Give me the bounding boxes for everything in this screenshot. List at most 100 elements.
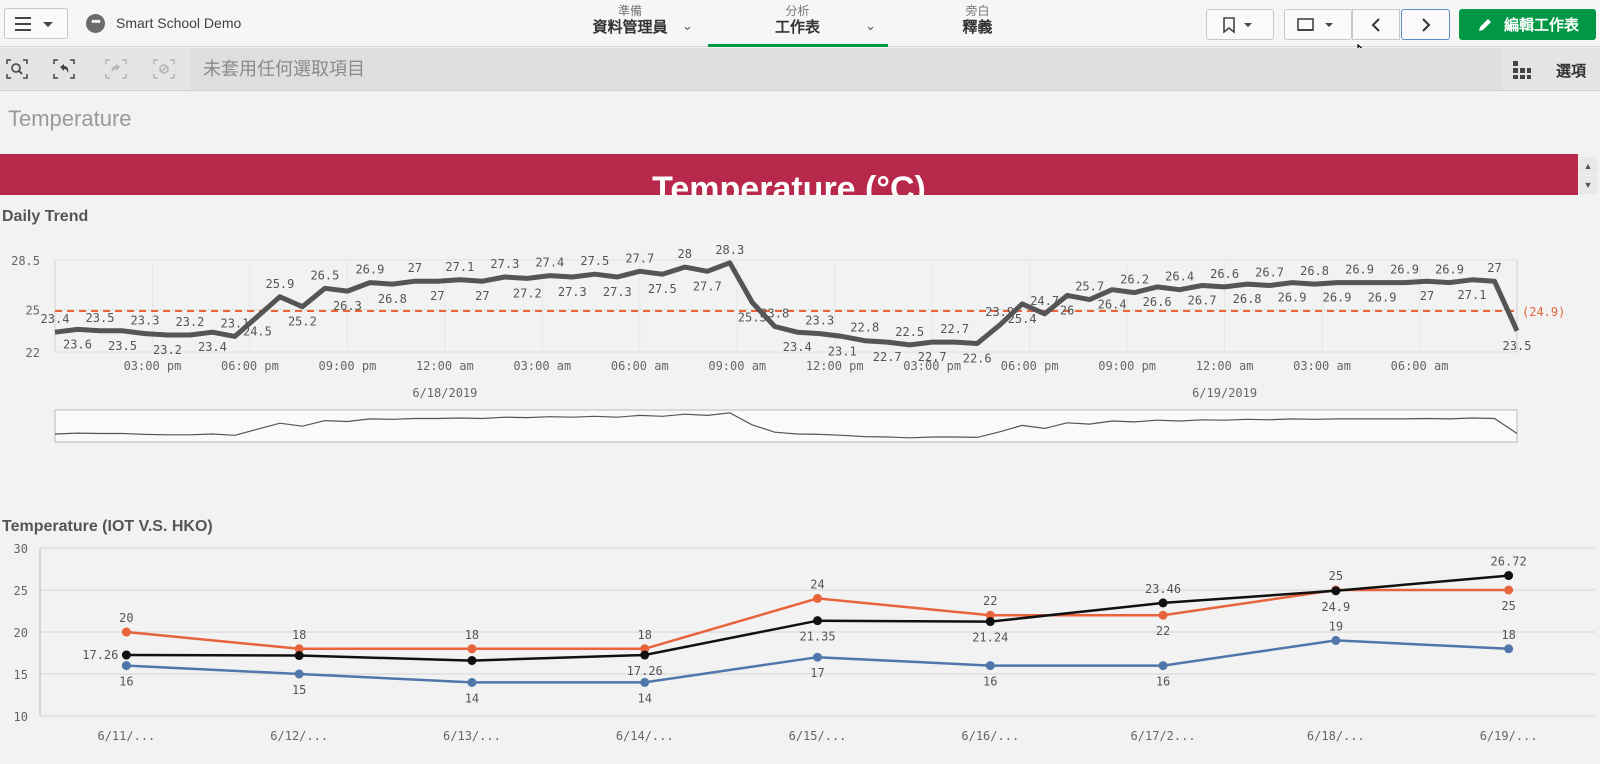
data-label: 28 [678, 247, 692, 261]
previous-sheet-button[interactable] [1352, 9, 1400, 40]
step-back-icon [53, 59, 75, 79]
blue-data-point [1158, 661, 1168, 671]
app-options-icon[interactable]: ••• [86, 14, 105, 33]
orange-data-point [1504, 585, 1514, 595]
tab-sub-label: 準備 [617, 4, 642, 18]
edit-sheet-button[interactable]: 編輯工作表 [1459, 9, 1596, 40]
data-label: 22.8 [850, 321, 879, 335]
data-label: 27 [1487, 261, 1501, 275]
step-forward-button[interactable] [102, 56, 130, 82]
data-label: 16 [983, 675, 997, 689]
data-label: 14 [465, 691, 479, 705]
data-label: 26.3 [333, 299, 362, 313]
black-data-point [1331, 586, 1341, 596]
search-icon [6, 59, 28, 79]
data-label: 23.4 [783, 340, 812, 354]
data-label: 21.24 [972, 631, 1008, 645]
tab-sheet[interactable]: 分析 工作表 ⌄ [710, 4, 885, 44]
y-tick-label: 25 [26, 304, 40, 318]
orange-data-point [640, 644, 650, 654]
date-label: 6/19/2019 [1192, 386, 1257, 400]
data-label: 28.3 [715, 243, 744, 257]
blue-data-point [985, 661, 995, 671]
tab-narration[interactable]: 旁白 釋義 [925, 4, 1030, 44]
blue-data-point [121, 661, 131, 671]
step-back-button[interactable] [50, 56, 78, 82]
tab-main-label: 工作表 [774, 19, 820, 36]
tab-sub-label: 旁白 [965, 4, 990, 18]
x-tick-label: 6/15/... [789, 729, 847, 743]
present-button[interactable] [1284, 9, 1352, 40]
chevron-down-icon[interactable]: ⌄ [682, 18, 693, 33]
x-tick-label: 6/16/... [961, 729, 1019, 743]
next-sheet-button[interactable] [1401, 9, 1450, 40]
x-tick-label: 06:00 am [611, 359, 669, 373]
data-label: 27.4 [535, 256, 564, 270]
reference-line-label: (24.9) [1522, 305, 1565, 319]
tab-main-label: 資料管理員 [592, 19, 668, 36]
data-label: 23.1 [220, 316, 249, 330]
sheet-title: Temperature [8, 106, 132, 131]
data-label: 18 [637, 628, 651, 642]
chevron-left-icon [1371, 17, 1380, 32]
grid-icon[interactable] [1512, 60, 1532, 80]
data-label: 25.5 [738, 310, 767, 324]
data-label: 27 [408, 261, 422, 275]
data-label: 27.7 [625, 251, 654, 265]
smart-search-button[interactable] [3, 56, 31, 82]
data-label: 27.3 [490, 257, 519, 271]
current-selections-area[interactable]: 未套用任何選取項目 [191, 48, 1501, 90]
data-label: 23.2 [176, 315, 205, 329]
chevron-down-icon[interactable]: ⌄ [865, 18, 876, 33]
black-data-point [1158, 598, 1168, 608]
x-tick-label: 03:00 am [1293, 359, 1351, 373]
orange-data-point [467, 644, 477, 654]
tab-data-manager[interactable]: 準備 資料管理員 ⌄ [560, 4, 700, 44]
scroll-down-button[interactable]: ▼ [1579, 176, 1597, 194]
step-forward-icon [105, 59, 127, 79]
clear-selections-button[interactable] [150, 56, 178, 82]
data-label: 27 [1420, 289, 1434, 303]
x-tick-label: 6/11/... [97, 729, 155, 743]
data-label: 22.6 [963, 352, 992, 366]
menu-button[interactable] [4, 8, 68, 39]
data-label: 21.35 [799, 630, 835, 644]
iot-vs-hko-chart[interactable]: 30 25 20 15 10 6/11/... 6/12/... 6/13/... 6/14/.… [0, 540, 1600, 764]
clear-selections-icon [153, 59, 175, 79]
data-label: 18 [1501, 628, 1515, 642]
y-tick-label: 25 [14, 584, 28, 598]
data-label: 27.5 [648, 282, 677, 296]
edit-sheet-label: 編輯工作表 [1503, 17, 1579, 34]
data-label: 15 [292, 683, 306, 697]
data-label: 25 [1501, 599, 1515, 613]
data-label: 25 [1329, 569, 1343, 583]
scroll-up-button[interactable]: ▲ [1579, 157, 1597, 175]
blue-data-point [1504, 644, 1514, 654]
orange-data-point [985, 610, 995, 620]
data-label: 22.7 [873, 350, 902, 364]
data-label: 23.5 [108, 339, 137, 353]
x-tick-label: 6/18/... [1307, 729, 1365, 743]
blue-data-point [467, 677, 477, 687]
caret-down-icon [43, 21, 53, 27]
data-label: 27.3 [603, 285, 632, 299]
data-label: 26.4 [1098, 298, 1127, 312]
black-data-point [467, 656, 477, 666]
bookmark-button[interactable] [1206, 9, 1274, 40]
banner: Temperature (°C) [0, 154, 1578, 195]
top-toolbar: ••• Smart School Demo 準備 資料管理員 ⌄ 分析 工作表 … [0, 0, 1600, 69]
daily-trend-chart[interactable]: 28.5 25 22 03:00 pm 06:00 pm 09:00 pm 12:00 am… [0, 228, 1600, 460]
options-button[interactable]: 選項 [1556, 63, 1587, 80]
data-label: 26.72 [1491, 555, 1527, 569]
x-tick-label: 09:00 am [708, 359, 766, 373]
blue-data-point [294, 669, 304, 679]
black-data-point [813, 616, 822, 626]
y-tick-label: 28.5 [11, 254, 40, 268]
data-label: 23.4 [41, 312, 70, 326]
x-tick-label: 06:00 pm [221, 359, 279, 373]
data-label: 23.9 [985, 305, 1014, 319]
black-data-point [985, 617, 995, 627]
data-label: 26.9 [1390, 263, 1419, 277]
blue-data-point [640, 677, 650, 687]
data-label: 22.7 [940, 322, 969, 336]
